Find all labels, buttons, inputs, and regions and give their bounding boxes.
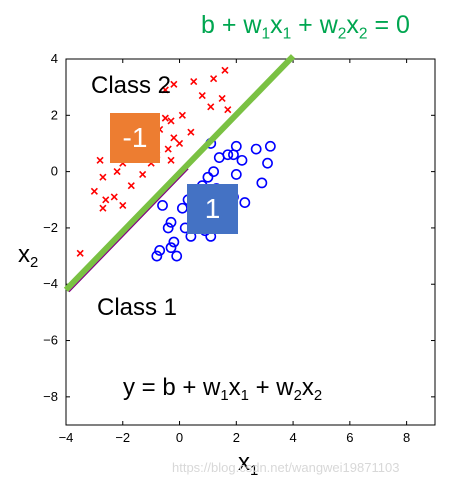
class1-point [162,222,174,234]
y-tick-label: 4 [51,51,58,66]
y-tick-label: −6 [43,333,58,348]
y-tick-label: −8 [43,389,58,404]
y-axis-label: x2 [18,241,39,272]
model-equation: y = b + w1x1 + w2x2 [123,374,323,405]
axis-ticks: −4 −2 0 2 4 6 8 −8 −6 −4 −2 0 2 4 [43,51,435,445]
class2-point [110,193,118,201]
class1-label: Class 1 [97,294,178,321]
x-tick-label: −4 [59,430,74,445]
x-tick-label: 8 [403,430,410,445]
class1-point [222,149,234,161]
class1-point [264,140,276,152]
boundary-equation: b + w1x1 + w2x2 = 0 [201,11,410,43]
watermark: https://blog.csdn.net/wangwei19871103 [172,460,400,475]
class2-point [76,249,84,257]
class2-point [139,170,147,178]
x-axis-label: x1 [238,449,259,480]
class2-point [96,156,104,164]
class2-point [164,145,172,153]
class2-point [170,134,178,142]
x-tick-label: 2 [233,430,240,445]
x-tick-label: 4 [289,430,296,445]
class2-point [187,128,195,136]
class2-point [90,187,98,195]
class2-point [178,111,186,119]
class1-point [228,149,239,161]
label-box-negative: -1 [110,113,160,163]
plot-frame [65,58,436,426]
class1-point [208,166,219,178]
class2-point [221,66,229,74]
y-tick-label: 0 [51,164,58,179]
class2-point [207,103,215,111]
class2-point [113,168,121,176]
class2-point [99,173,107,181]
class2-point [167,156,175,164]
label-box-positive: 1 [187,184,238,234]
class2-point [161,86,169,94]
class2-point [175,139,184,148]
class1-point [168,236,180,248]
x-tick-label: 6 [346,430,353,445]
class2-point [224,106,232,114]
class2-point [99,204,107,212]
class2-point [198,92,206,100]
class2-point [161,114,169,122]
boundary-line-thin [68,168,189,293]
class2-point [127,182,135,190]
class2-point [102,196,110,204]
class1-point [176,202,188,214]
class2-label: Class 2 [91,72,172,99]
class1-point [256,177,268,189]
class2-point [119,201,127,209]
y-tick-label: −4 [43,276,58,291]
class2-point [210,75,218,83]
y-tick-label: −2 [43,220,58,235]
class2-point [190,77,198,86]
class1-point [250,143,262,155]
x-tick-label: −2 [115,430,130,445]
class1-point [239,197,251,208]
class1-point [157,199,168,211]
class1-point [236,154,248,166]
class1-point [230,169,242,180]
boundary-line [63,54,296,292]
y-tick-label: 2 [51,107,58,122]
class2-point [218,94,226,102]
class1-point [165,216,177,228]
decision-boundary [63,54,296,293]
class1-point [171,250,183,262]
class1-point [202,171,214,183]
class1-point [262,157,273,169]
class1-point [154,245,166,256]
class1-point [151,250,163,262]
x-tick-label: 0 [176,430,183,445]
class2-point [170,80,178,88]
class1-point [165,242,177,254]
class2-point [167,117,175,125]
